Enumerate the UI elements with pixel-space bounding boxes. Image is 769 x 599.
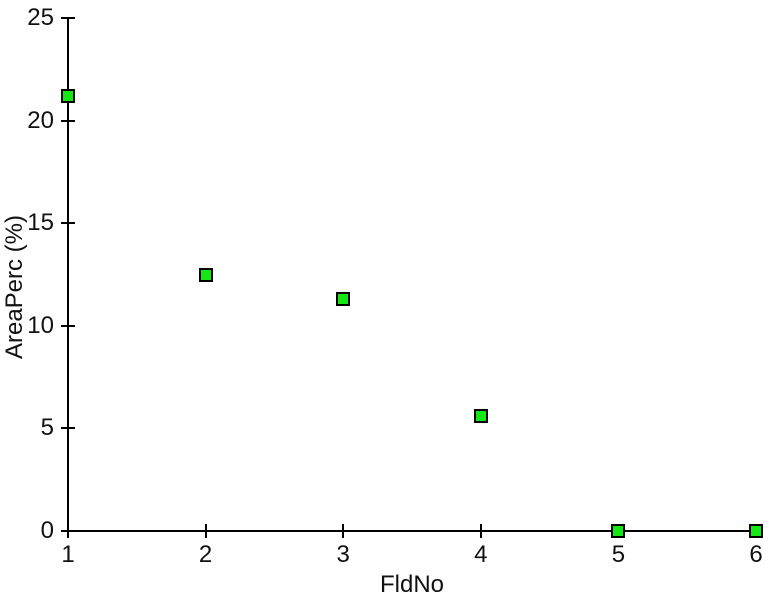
x-tick [204,524,207,538]
x-tick [342,524,345,538]
data-point-marker [198,267,213,282]
x-tick-label: 3 [336,541,350,568]
x-tick [479,524,482,538]
y-tick-label: 20 [27,106,54,134]
data-point-marker [336,292,351,307]
x-axis-line [67,530,757,532]
x-tick-label: 4 [474,541,488,568]
x-tick-label: 5 [611,541,626,568]
y-tick-label: 25 [27,4,54,31]
x-axis-title: FldNo [379,571,445,598]
data-point-marker [61,88,75,103]
y-axis-title: AreaPerc (%) [1,214,28,360]
y-tick [61,324,75,327]
data-point-marker [749,524,763,538]
y-tick-label: 10 [27,311,54,339]
y-tick [61,119,75,122]
y-tick-label: 15 [27,209,54,237]
y-tick [61,427,75,430]
y-tick [61,222,75,225]
data-point-marker [611,524,626,538]
y-tick-label: 5 [40,414,54,442]
y-tick-label: 0 [40,517,54,544]
x-tick-label: 2 [198,541,213,568]
x-tick [67,524,69,538]
x-tick-label: 6 [749,541,763,568]
y-axis-line [67,18,69,532]
y-tick [61,17,75,19]
x-tick-label: 1 [61,541,75,568]
data-point-marker [473,409,488,424]
